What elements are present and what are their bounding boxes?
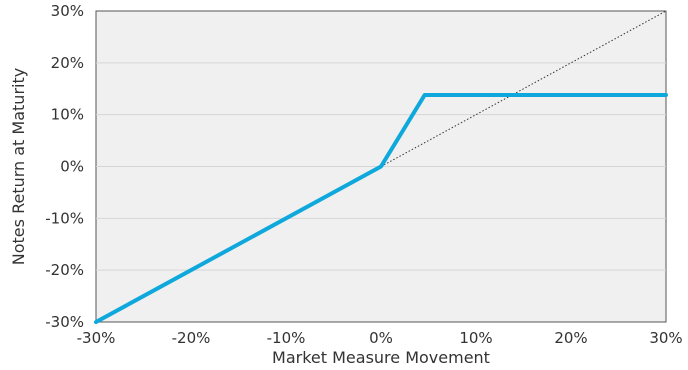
x-tick-label: -10% [267, 329, 306, 347]
y-tick-label: 10% [51, 106, 84, 124]
x-tick-label: 0% [369, 329, 393, 347]
y-axis-ticks: -30% -20% -10% 0% 10% 20% 30% [45, 2, 84, 331]
x-tick-label: -30% [77, 329, 116, 347]
y-tick-label: 0% [60, 158, 84, 176]
x-tick-label: -20% [172, 329, 211, 347]
reference-line [380, 10, 667, 167]
x-tick-label: 30% [649, 329, 682, 347]
y-tick-label: -30% [45, 313, 84, 331]
x-tick-label: 20% [554, 329, 587, 347]
y-tick-label: 20% [51, 54, 84, 72]
y-tick-label: -20% [45, 261, 84, 279]
series-layer [94, 10, 668, 324]
x-axis-ticks: -30% -20% -10% 0% 10% 20% 30% [77, 329, 683, 347]
x-tick-label: 10% [459, 329, 492, 347]
x-axis-title: Market Measure Movement [272, 348, 490, 367]
payoff-line [94, 92, 668, 324]
y-tick-label: -10% [45, 209, 84, 227]
y-tick-label: 30% [51, 2, 84, 20]
y-axis-title: Notes Return at Maturity [9, 68, 28, 265]
